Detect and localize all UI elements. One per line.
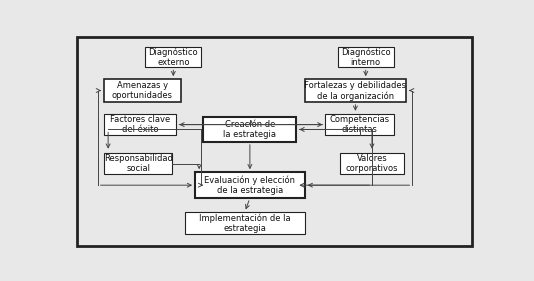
Text: Creación de
la estrategia: Creación de la estrategia	[223, 120, 277, 139]
FancyBboxPatch shape	[77, 37, 473, 246]
Text: Diagnóstico
externo: Diagnóstico externo	[148, 47, 198, 67]
Text: Implementación de la
estrategia: Implementación de la estrategia	[199, 213, 290, 233]
Text: Amenazas y
oportunidades: Amenazas y oportunidades	[112, 81, 173, 100]
Text: Evaluación y elección
de la estrategia: Evaluación y elección de la estrategia	[205, 175, 295, 195]
Text: Valores
corporativos: Valores corporativos	[345, 154, 398, 173]
Text: Competencias
distintas: Competencias distintas	[329, 115, 390, 134]
FancyBboxPatch shape	[195, 172, 305, 198]
Text: Factores clave
del éxito: Factores clave del éxito	[110, 115, 170, 134]
FancyBboxPatch shape	[203, 117, 296, 142]
FancyBboxPatch shape	[145, 47, 201, 67]
FancyBboxPatch shape	[104, 153, 172, 174]
FancyBboxPatch shape	[325, 114, 394, 135]
Text: Fortalezas y debilidades
de la organización: Fortalezas y debilidades de la organizac…	[304, 81, 406, 101]
Text: Responsabilidad
social: Responsabilidad social	[104, 154, 172, 173]
FancyBboxPatch shape	[104, 114, 176, 135]
FancyBboxPatch shape	[104, 79, 180, 102]
FancyBboxPatch shape	[305, 79, 406, 102]
Text: Diagnóstico
interno: Diagnóstico interno	[341, 47, 390, 67]
FancyBboxPatch shape	[185, 212, 305, 234]
FancyBboxPatch shape	[340, 153, 404, 174]
FancyBboxPatch shape	[338, 47, 394, 67]
